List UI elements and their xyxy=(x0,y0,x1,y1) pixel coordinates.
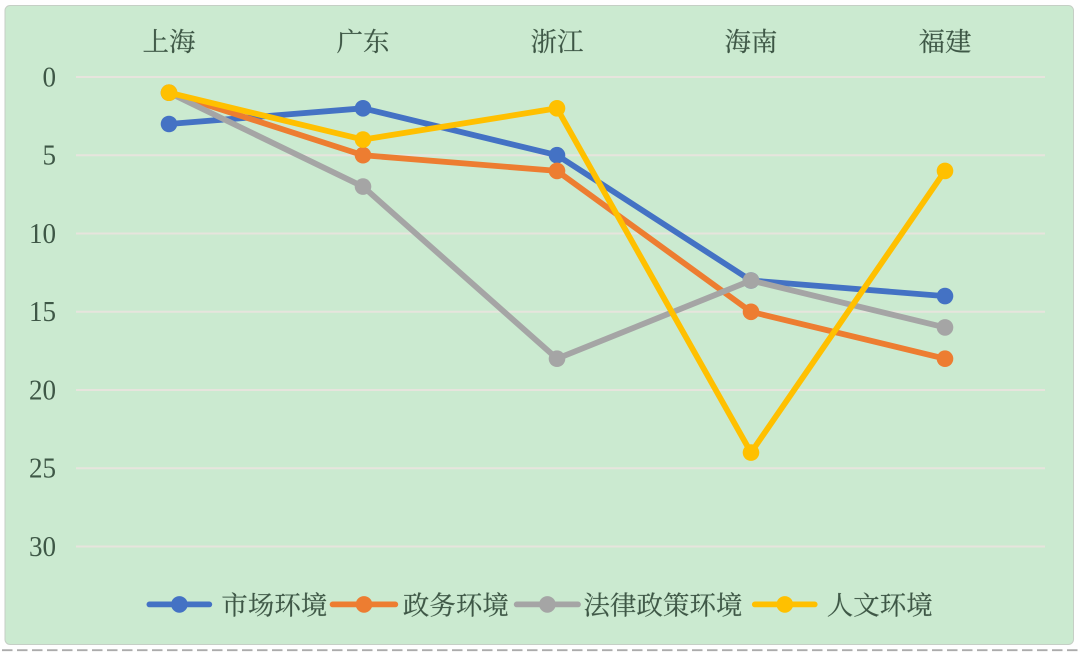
svg-text:0: 0 xyxy=(42,62,56,94)
svg-text:15: 15 xyxy=(29,296,56,328)
svg-text:30: 30 xyxy=(29,531,56,563)
svg-text:20: 20 xyxy=(29,375,56,407)
svg-text:25: 25 xyxy=(29,453,56,485)
svg-text:5: 5 xyxy=(42,140,56,172)
svg-text:10: 10 xyxy=(29,218,56,250)
